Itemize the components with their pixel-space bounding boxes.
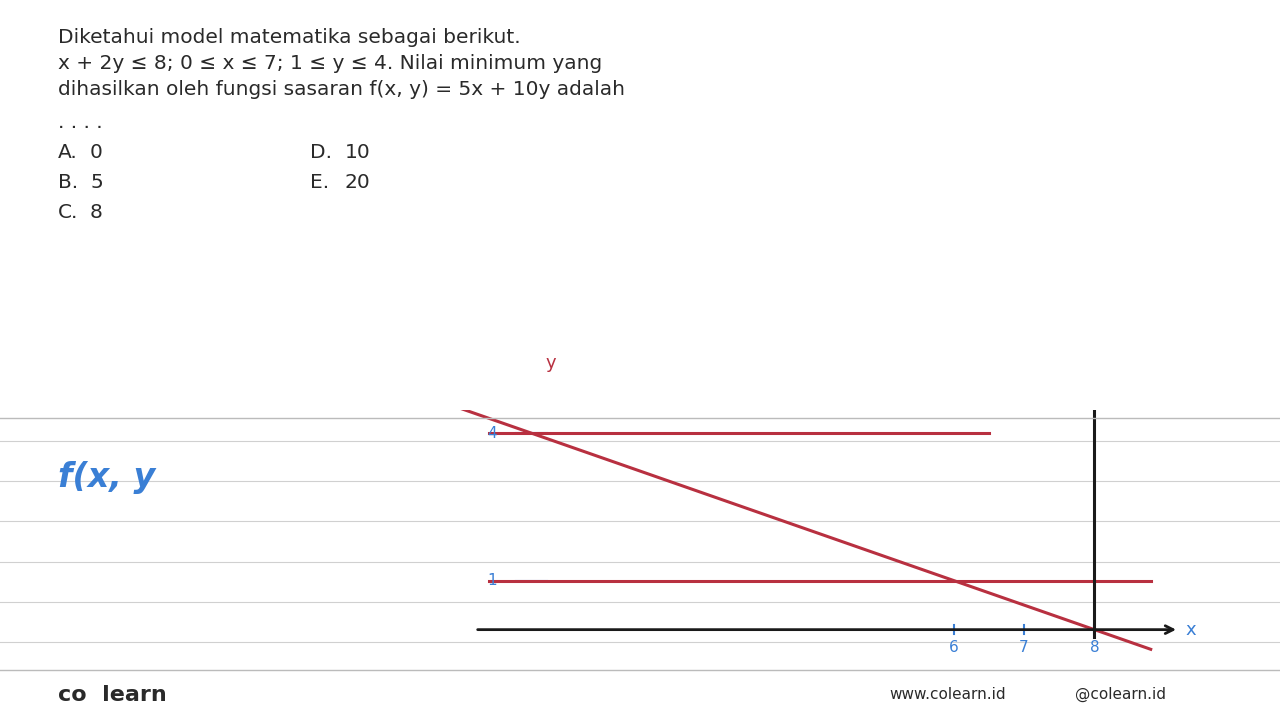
Text: co  learn: co learn [58,685,166,705]
Text: E.: E. [310,173,329,192]
Text: f(x, y: f(x, y [58,461,155,494]
Text: 10: 10 [346,143,371,162]
Text: 8: 8 [90,203,102,222]
Text: Diketahui model matematika sebagai berikut.: Diketahui model matematika sebagai berik… [58,28,521,47]
Text: www.colearn.id: www.colearn.id [890,688,1006,702]
Text: 1: 1 [486,573,497,588]
Text: 6: 6 [948,641,959,655]
Text: 20: 20 [346,173,371,192]
Text: y: y [545,354,556,372]
Text: x: x [1187,621,1197,639]
Text: A.: A. [58,143,78,162]
Text: dihasilkan oleh fungsi sasaran f(x, y) = 5x + 10y adalah: dihasilkan oleh fungsi sasaran f(x, y) =… [58,80,625,99]
Text: C.: C. [58,203,78,222]
Text: 8: 8 [1089,641,1100,655]
Text: 4: 4 [486,426,497,441]
Text: . . . .: . . . . [58,113,102,132]
Text: x + 2y ≤ 8; 0 ≤ x ≤ 7; 1 ≤ y ≤ 4. Nilai minimum yang: x + 2y ≤ 8; 0 ≤ x ≤ 7; 1 ≤ y ≤ 4. Nilai … [58,54,603,73]
Text: D.: D. [310,143,332,162]
Text: B.: B. [58,173,78,192]
Text: 5: 5 [90,173,102,192]
Text: 7: 7 [1019,641,1029,655]
Text: 0: 0 [90,143,102,162]
Text: @colearn.id: @colearn.id [1075,687,1166,703]
